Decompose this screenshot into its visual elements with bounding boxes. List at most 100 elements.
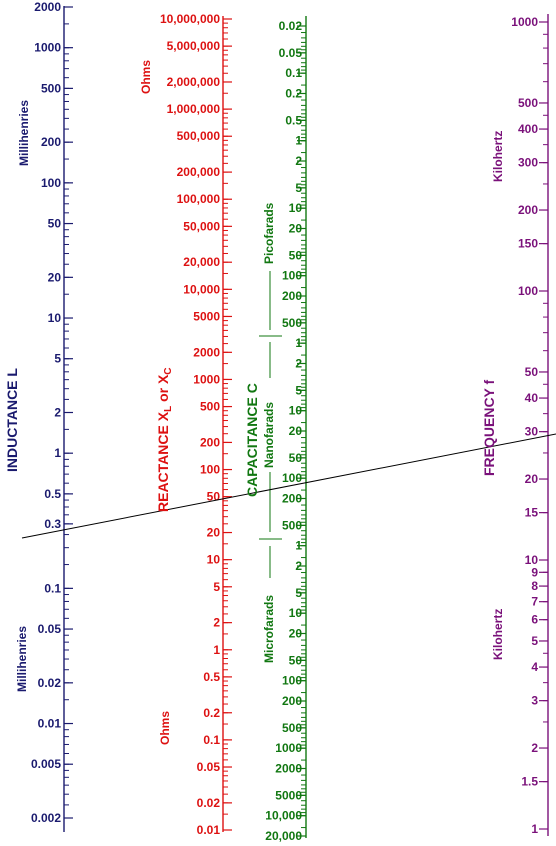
capacitance-tick-label: 0.2 <box>285 87 302 101</box>
capacitance-tick-label: 10,000 <box>265 809 302 823</box>
capacitance-tick-label: 20 <box>289 222 303 236</box>
capacitance-tick-label: 5 <box>295 181 302 195</box>
inductance-tick-label: 0.002 <box>31 811 61 825</box>
capacitance-tick-label: 0.02 <box>279 19 303 33</box>
inductance-tick-label: 0.5 <box>44 487 61 501</box>
frequency-tick-label: 20 <box>525 472 539 486</box>
inductance-unit-upper: Millihenries <box>17 100 31 166</box>
frequency-tick-label: 6 <box>531 613 538 627</box>
frequency-tick-label: 10 <box>525 553 539 567</box>
inductance-tick-label: 500 <box>41 81 61 95</box>
capacitance-title: CAPACITANCE C <box>244 383 260 497</box>
capacitance-tick-label: 2 <box>295 154 302 168</box>
frequency-tick-label: 5 <box>531 634 538 648</box>
reactance-tick-label: 0.2 <box>203 706 220 720</box>
capacitance-tick-label: 5 <box>295 586 302 600</box>
frequency-tick-label: 1 <box>531 822 538 836</box>
frequency-tick-label: 300 <box>518 156 538 170</box>
reactance-tick-label: 20 <box>207 526 221 540</box>
capacitance-tick-label: 1 <box>295 539 302 553</box>
reactance-tick-label: 5,000,000 <box>167 39 221 53</box>
reactance-tick-label: 1000 <box>193 372 220 386</box>
frequency-tick-label: 150 <box>518 237 538 251</box>
reactance-tick-label: 1 <box>213 643 220 657</box>
reactance-tick-label: 10,000,000 <box>160 12 220 26</box>
reactance-tick-label: 500 <box>200 400 220 414</box>
capacitance-tick-label: 100 <box>282 471 302 485</box>
inductance-tick-label: 2 <box>54 406 61 420</box>
capacitance-tick-label: 1 <box>295 336 302 350</box>
capacitance-tick-label: 100 <box>282 674 302 688</box>
inductance-tick-label: 2000 <box>34 0 61 14</box>
inductance-tick-label: 0.3 <box>44 517 61 531</box>
reactance-tick-label: 10,000 <box>183 282 220 296</box>
frequency-tick-label: 100 <box>518 284 538 298</box>
reactance-tick-label: 200 <box>200 435 220 449</box>
reactance-tick-label: 100 <box>200 463 220 477</box>
capacitance-range-brackets <box>259 271 282 578</box>
frequency-unit-lower: Kilohertz <box>491 609 505 660</box>
capacitance-tick-label: 10 <box>289 201 303 215</box>
reactance-tick-label: 5000 <box>193 309 220 323</box>
capacitance-tick-label: 200 <box>282 289 302 303</box>
capacitance-tick-label: 10 <box>289 606 303 620</box>
frequency-tick-label: 15 <box>525 506 539 520</box>
frequency-tick-label: 3 <box>531 694 538 708</box>
capacitance-tick-label: 20,000 <box>265 829 302 843</box>
capacitance-scale: 0.02 0.05 0.1 0.2 0.5 1 2 5 10 20 50 100 200 500 1 2 5 10… <box>265 16 307 843</box>
frequency-tick-label: 8 <box>531 579 538 593</box>
reactance-tick-label: 20,000 <box>183 255 220 269</box>
reactance-unit-lower: Ohms <box>158 711 172 745</box>
capacitance-tick-label: 2 <box>295 357 302 371</box>
reactance-unit-upper: Ohms <box>139 60 153 94</box>
frequency-tick-label: 1000 <box>511 15 538 29</box>
capacitance-tick-label: 1000 <box>275 741 302 755</box>
inductance-tick-label: 0.005 <box>31 757 61 771</box>
frequency-tick-label: 2 <box>531 741 538 755</box>
reactance-tick-label: 0.5 <box>203 670 220 684</box>
capacitance-tick-label: 500 <box>282 316 302 330</box>
inductance-tick-label: 1 <box>54 446 61 460</box>
capacitance-tick-label: 20 <box>289 627 303 641</box>
frequency-tick-label: 50 <box>525 365 539 379</box>
example-alignment-line <box>21 433 556 539</box>
inductance-tick-label: 200 <box>41 135 61 149</box>
frequency-tick-label: 200 <box>518 203 538 217</box>
inductance-tick-label: 5 <box>54 352 61 366</box>
inductance-tick-label: 100 <box>41 176 61 190</box>
inductance-tick-label: 1000 <box>34 41 61 55</box>
capacitance-tick-label: 1 <box>295 134 302 148</box>
capacitance-tick-label: 0.05 <box>279 46 303 60</box>
reactance-tick-label: 2,000,000 <box>167 75 221 89</box>
capacitance-unit-micro: Microfarads <box>262 595 276 663</box>
frequency-tick-label: 400 <box>518 122 538 136</box>
reactance-tick-label: 50,000 <box>183 219 220 233</box>
reactance-tick-label: 0.01 <box>197 823 221 837</box>
capacitance-tick-label: 50 <box>289 451 303 465</box>
reactance-tick-label: 0.05 <box>197 760 221 774</box>
capacitance-tick-label: 2 <box>295 559 302 573</box>
inductance-tick-label: 0.1 <box>44 581 61 595</box>
capacitance-tick-label: 5000 <box>275 788 302 802</box>
frequency-tick-label: 40 <box>525 391 539 405</box>
frequency-tick-label: 9 <box>531 565 538 579</box>
capacitance-tick-label: 100 <box>282 269 302 283</box>
frequency-tick-label: 1.5 <box>521 775 538 789</box>
capacitance-tick-label: 20 <box>289 424 303 438</box>
reactance-tick-label: 0.02 <box>197 796 221 810</box>
inductance-title: INDUCTANCE L <box>4 368 20 472</box>
inductance-tick-label: 10 <box>48 311 62 325</box>
capacitance-tick-label: 200 <box>282 492 302 506</box>
reactance-tick-label: 1,000,000 <box>167 102 221 116</box>
reactance-title: REACTANCE XL or XC <box>155 367 174 512</box>
frequency-title: FREQUENCY f <box>481 379 497 476</box>
reactance-tick-label: 5 <box>213 580 220 594</box>
capacitance-tick-label: 200 <box>282 694 302 708</box>
inductance-tick-label: 0.01 <box>38 717 62 731</box>
inductance-unit-lower: Millihenries <box>15 626 29 692</box>
capacitance-tick-label: 50 <box>289 248 303 262</box>
reactance-tick-label: 100,000 <box>177 192 221 206</box>
inductance-tick-label: 50 <box>48 217 62 231</box>
inductance-tick-label: 0.05 <box>38 622 62 636</box>
